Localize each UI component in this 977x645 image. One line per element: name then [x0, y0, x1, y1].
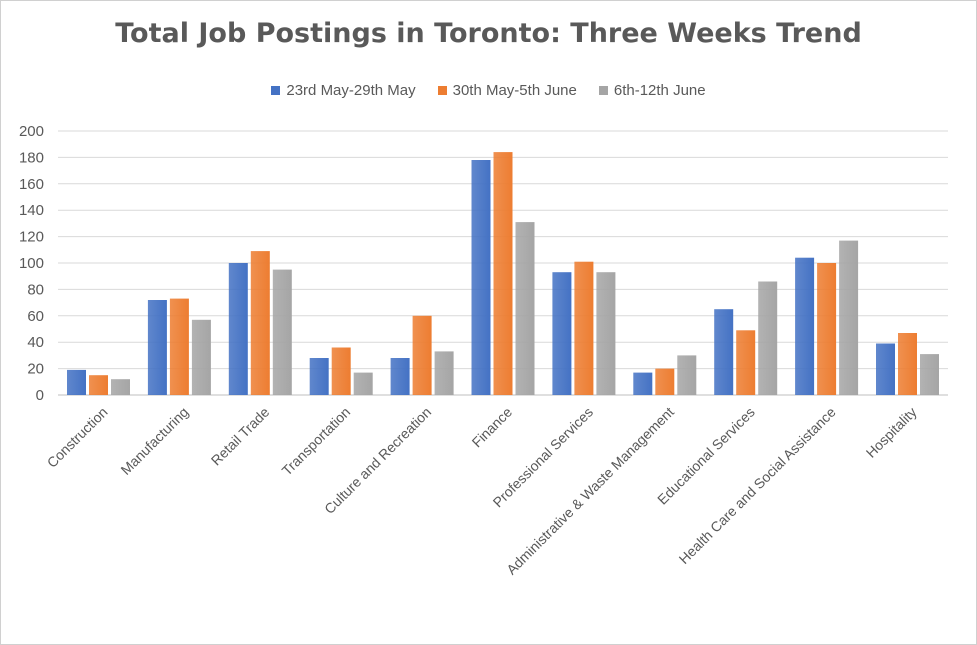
bar	[795, 257, 815, 395]
x-tick-label: Manufacturing	[117, 404, 191, 478]
bar	[574, 261, 594, 395]
y-tick-label: 0	[36, 387, 44, 404]
bar	[89, 375, 108, 395]
bar	[920, 354, 939, 395]
bar	[331, 347, 351, 395]
bar	[309, 358, 329, 395]
bar	[655, 368, 675, 395]
legend-item: 23rd May-29th May	[271, 80, 416, 100]
bar	[169, 298, 189, 395]
x-tick-label: Construction	[44, 404, 111, 471]
y-tick-label: 160	[19, 176, 44, 193]
x-tick-label: Transportation	[279, 404, 354, 479]
bar	[353, 372, 373, 395]
bar	[758, 281, 778, 395]
bar	[633, 372, 653, 395]
x-tick-label: Health Care and Social Assistance	[676, 404, 839, 567]
bar	[228, 263, 248, 395]
bar	[714, 309, 734, 395]
y-tick-label: 120	[19, 229, 44, 246]
legend-label: 6th-12th June	[613, 81, 706, 99]
legend-swatch	[437, 85, 447, 95]
x-tick-label: Hospitality	[863, 404, 920, 461]
bar	[898, 333, 917, 395]
bar	[147, 300, 167, 395]
bar	[736, 330, 756, 395]
bar	[839, 240, 859, 395]
legend-swatch	[271, 85, 281, 95]
legend-swatch	[598, 85, 608, 95]
bar	[111, 379, 130, 395]
bar	[515, 222, 535, 395]
bar	[596, 272, 616, 395]
legend-item: 6th-12th June	[598, 80, 706, 100]
y-tick-label: 100	[19, 255, 44, 272]
bar	[876, 343, 895, 395]
legend-label: 23rd May-29th May	[286, 81, 416, 99]
bar	[250, 251, 270, 395]
bar	[434, 351, 454, 395]
bar	[272, 269, 292, 395]
y-tick-label: 140	[19, 202, 44, 219]
y-tick-label: 180	[19, 149, 44, 166]
bar	[390, 358, 410, 395]
y-tick-label: 200	[19, 123, 44, 140]
x-tick-label: Finance	[469, 404, 516, 451]
bar	[817, 263, 837, 395]
y-tick-label: 40	[27, 334, 44, 351]
bar	[412, 315, 432, 395]
legend: 23rd May-29th May 30th May-5th June 6th-12…	[0, 80, 977, 100]
bar	[552, 272, 572, 395]
y-tick-label: 20	[27, 361, 44, 378]
bar	[191, 319, 211, 395]
legend-label: 30th May-5th June	[452, 81, 577, 99]
bar	[493, 152, 513, 395]
bar	[471, 160, 491, 395]
x-tick-label: Retail Trade	[208, 404, 273, 469]
bar	[67, 369, 86, 395]
y-tick-label: 80	[27, 281, 44, 298]
y-tick-label: 60	[27, 308, 44, 325]
chart-title: Total Job Postings in Toronto: Three Wee…	[115, 18, 862, 49]
x-tick-label: Administrative & Waste Management	[503, 404, 677, 578]
legend-item: 30th May-5th June	[437, 80, 577, 100]
bar	[677, 355, 697, 395]
